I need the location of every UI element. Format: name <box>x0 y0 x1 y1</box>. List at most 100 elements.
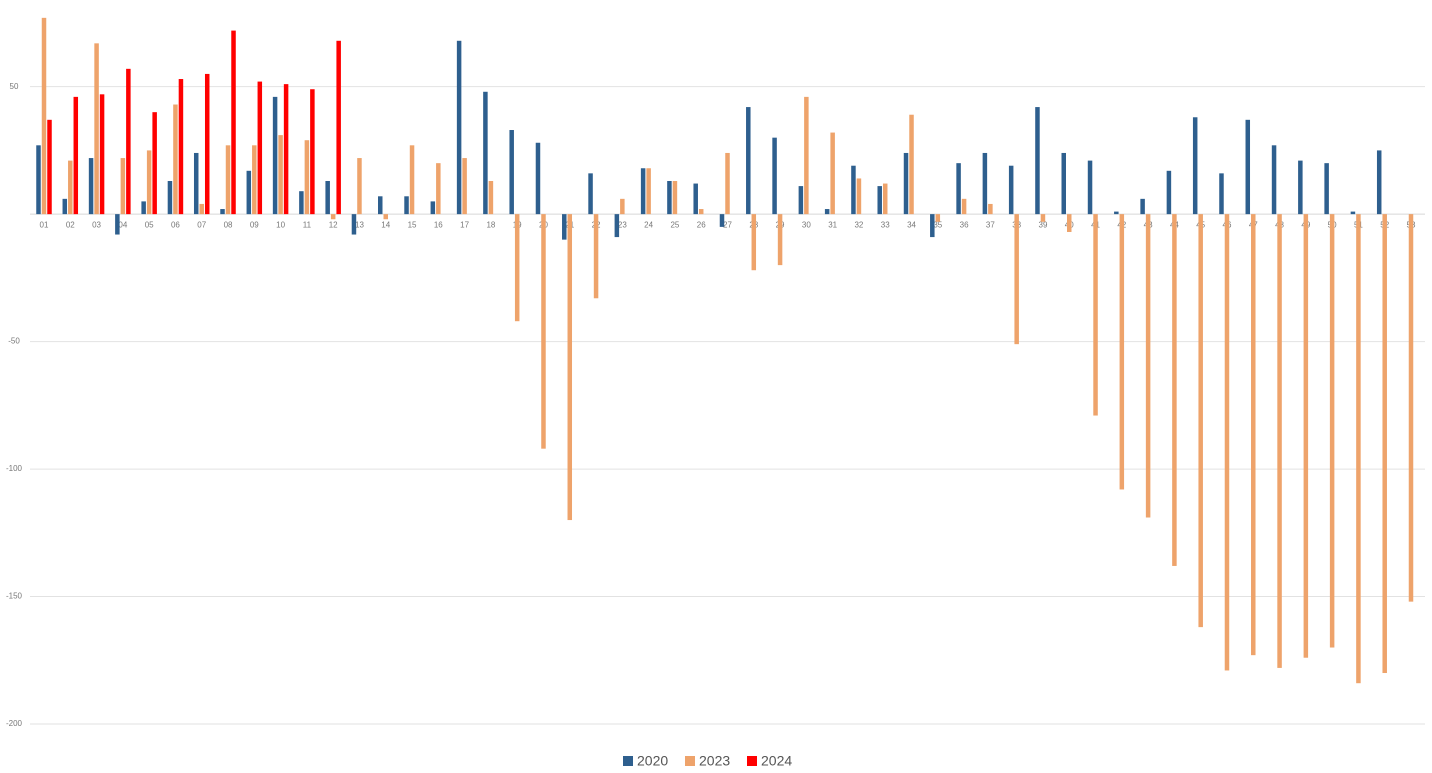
bar <box>246 170 252 215</box>
x-tick-label: 05 <box>145 220 154 229</box>
bar <box>588 173 593 215</box>
bar <box>1014 214 1019 345</box>
bar <box>562 214 567 240</box>
bar <box>509 130 514 215</box>
x-tick-label: 11 <box>303 220 312 229</box>
bar <box>1061 152 1066 215</box>
x-tick-label: 01 <box>40 220 49 229</box>
y-tick-label: 50 <box>10 82 19 91</box>
bar <box>146 150 152 215</box>
bar <box>1040 214 1046 222</box>
bar <box>725 152 730 215</box>
bar <box>283 84 289 215</box>
bar <box>1093 214 1098 416</box>
bar <box>1350 211 1356 215</box>
bar <box>1166 170 1172 215</box>
bar <box>99 94 105 215</box>
bar <box>199 203 204 215</box>
bar <box>1067 214 1072 232</box>
x-tick-label: 07 <box>197 220 206 229</box>
bar <box>173 104 178 215</box>
bar <box>593 214 599 299</box>
legend-label: 2023 <box>699 753 730 769</box>
bar <box>62 198 68 215</box>
bar <box>1224 214 1230 671</box>
bar <box>1198 214 1203 628</box>
bar <box>646 168 651 215</box>
bar <box>436 163 441 215</box>
bar <box>220 209 225 215</box>
bar <box>1329 214 1335 648</box>
bar <box>830 132 835 215</box>
bar <box>535 142 541 215</box>
x-tick-label: 33 <box>881 220 890 229</box>
bar <box>614 214 620 238</box>
bar <box>178 79 184 215</box>
bar <box>988 203 993 215</box>
bar <box>325 181 330 215</box>
bar <box>930 214 935 238</box>
bar <box>903 152 909 215</box>
bar <box>1356 214 1361 684</box>
bar <box>278 135 283 215</box>
bar <box>225 145 231 215</box>
y-tick-label: -100 <box>6 464 23 473</box>
bar <box>1324 163 1329 215</box>
bar <box>404 196 409 215</box>
bar <box>1114 211 1119 215</box>
x-tick-label: 16 <box>434 220 443 229</box>
legend-label: 2020 <box>637 753 668 769</box>
bar <box>1408 214 1414 602</box>
bar <box>1087 160 1093 215</box>
x-tick-label: 39 <box>1039 220 1048 229</box>
bar <box>483 91 488 215</box>
bar <box>357 158 362 215</box>
bar <box>141 201 146 215</box>
bar <box>514 214 520 322</box>
x-tick-label: 36 <box>960 220 969 229</box>
bar <box>299 191 304 215</box>
bar <box>88 158 94 215</box>
bar <box>115 214 120 235</box>
bar <box>126 68 131 215</box>
bar <box>304 140 310 215</box>
x-tick-label: 27 <box>723 220 732 229</box>
bar <box>204 73 210 215</box>
bar <box>456 40 462 215</box>
x-tick-label: 30 <box>802 220 811 229</box>
bar <box>882 183 888 215</box>
bar <box>1298 160 1303 215</box>
bar <box>772 137 777 215</box>
bar <box>1145 214 1151 518</box>
x-tick-label: 25 <box>670 220 679 229</box>
bar <box>1271 145 1277 215</box>
bar <box>935 214 941 222</box>
bar <box>94 43 99 215</box>
x-tick-label: 26 <box>697 220 706 229</box>
bar <box>47 119 52 215</box>
x-tick-label: 17 <box>460 220 469 229</box>
bar <box>310 89 315 215</box>
x-tick-label: 13 <box>355 220 364 229</box>
bar <box>693 183 698 215</box>
x-tick-label: 12 <box>329 220 338 229</box>
legend-label: 2024 <box>761 753 792 769</box>
bar <box>877 186 882 215</box>
bar <box>672 181 678 215</box>
legend-swatch <box>747 756 757 766</box>
x-tick-label: 03 <box>92 220 101 229</box>
bar <box>1008 165 1014 215</box>
bar <box>257 81 263 215</box>
bar <box>804 96 809 215</box>
bar <box>1119 214 1125 490</box>
bar <box>1382 214 1387 674</box>
bar <box>746 107 751 215</box>
bar <box>1192 117 1198 215</box>
x-tick-label: 32 <box>854 220 863 229</box>
y-tick-label: -150 <box>6 592 23 601</box>
bar <box>1251 214 1256 656</box>
bar <box>36 145 41 215</box>
bar <box>698 209 704 215</box>
